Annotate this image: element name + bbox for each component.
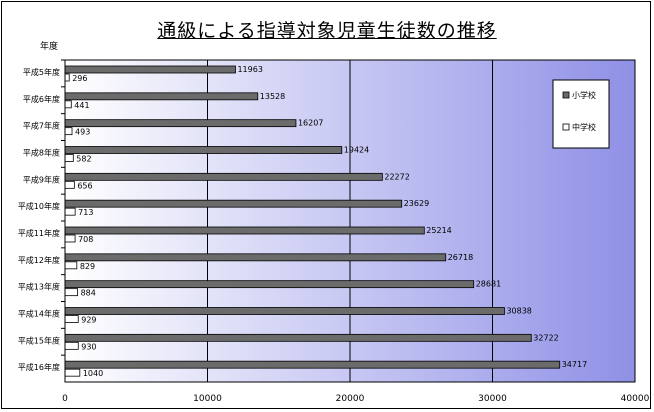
y-tick-label: 平成8年度 [23,148,60,158]
chart-title: 通級による指導対象児童生徒数の推移 [157,20,497,42]
data-label-chugakko: 656 [77,181,92,190]
data-label-chugakko: 829 [80,262,95,271]
bar-chugakko [64,73,70,82]
bar-shogakko [64,146,343,154]
data-label-shogakko: 26718 [448,253,473,262]
legend-label-2: 中学校 [572,122,596,132]
y-tick-label: 平成11年度 [18,228,60,238]
bar-shogakko [64,333,532,342]
data-label-chugakko: 441 [74,101,89,110]
y-tick-label: 平成16年度 [18,362,60,372]
bar-chugakko [64,288,78,297]
bar-chugakko [64,100,72,109]
bar-chugakko [64,154,74,162]
data-label-shogakko: 13528 [260,92,285,101]
data-label-shogakko: 16207 [298,119,323,128]
y-tick-label: 平成6年度 [23,94,60,104]
data-label-chugakko: 582 [76,155,91,164]
y-tick-label: 平成14年度 [18,309,60,319]
y-tick-label: 平成9年度 [23,174,60,184]
bar-shogakko [64,65,236,74]
data-label-chugakko: 929 [81,316,96,325]
bar-shogakko [64,307,505,315]
bar-shogakko [64,253,447,262]
y-tick-label: 平成10年度 [18,201,60,211]
bar-chugakko [64,234,76,243]
legend-swatch-1 [562,91,570,99]
data-label-chugakko: 930 [81,342,96,351]
x-tick-label: 0 [62,394,68,404]
legend-swatch-2 [562,123,570,131]
bar-chugakko [64,341,79,350]
bar-chugakko [64,127,73,136]
bar-chugakko [64,368,81,377]
data-label-chugakko: 296 [72,74,87,83]
y-tick-label: 平成7年度 [23,121,60,131]
bar-chugakko [64,180,75,189]
data-label-shogakko: 32722 [533,333,558,342]
data-label-chugakko: 493 [75,128,90,137]
y-tick-label: 平成13年度 [18,282,60,292]
y-tick-label: 平成15年度 [18,335,60,345]
data-label-shogakko: 25214 [426,226,451,235]
x-tick-label: 10000 [193,394,222,404]
data-label-chugakko: 884 [81,289,96,298]
bar-chugakko [64,261,78,270]
y-axis-label: 年度 [40,42,59,52]
y-tick-label: 平成12年度 [18,255,60,265]
bar-chugakko [64,315,79,323]
data-label-chugakko: 713 [78,208,93,217]
bar-chugakko [64,207,76,216]
data-label-chugakko: 708 [78,235,93,244]
bar-shogakko [64,199,403,208]
x-tick-label: 30000 [478,394,507,404]
legend-label-1: 小学校 [572,90,596,100]
x-tick-label: 40000 [621,394,650,404]
data-label-shogakko: 22272 [384,172,409,181]
y-tick-label: 平成5年度 [23,67,60,77]
bar-shogakko [64,92,259,101]
bar-shogakko [64,280,475,289]
data-label-shogakko: 11963 [237,65,262,74]
bar-shogakko [64,226,425,235]
data-label-shogakko: 28681 [476,280,501,289]
x-tick-label: 20000 [336,394,365,404]
bar-shogakko [64,119,297,128]
data-label-chugakko: 1040 [83,369,103,378]
data-label-shogakko: 34717 [562,360,587,369]
bar-shogakko [64,360,561,369]
legend-box [552,79,610,149]
data-label-shogakko: 30838 [506,307,531,316]
data-label-shogakko: 19424 [344,146,369,155]
bar-shogakko [64,172,383,181]
data-label-shogakko: 23629 [404,199,429,208]
